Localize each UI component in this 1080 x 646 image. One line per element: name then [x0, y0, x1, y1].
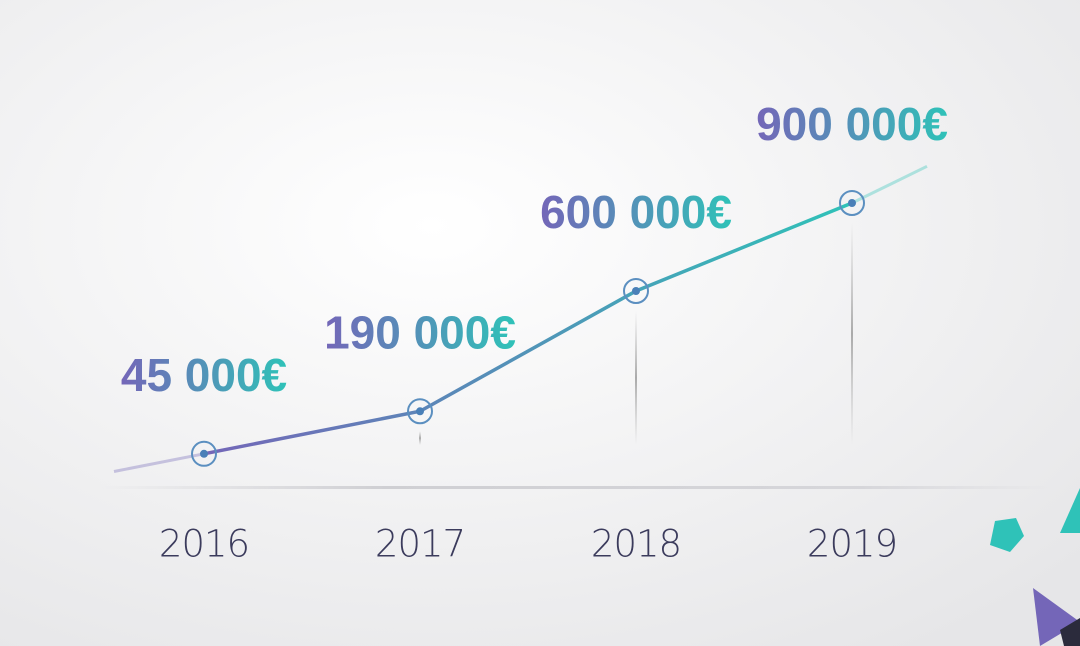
value-label: 900 000€ [756, 98, 948, 150]
point [632, 287, 640, 295]
point [416, 407, 424, 416]
x-tick-label: 2017 [375, 523, 465, 566]
point-ring [623, 278, 649, 304]
value-label: 190 000€ [324, 306, 516, 358]
point-ring [191, 440, 217, 467]
value-label: 45 000€ [121, 349, 287, 401]
x-tick-label: 2019 [807, 523, 897, 566]
line-tail [851, 164, 928, 205]
decor-triangle [1033, 588, 1080, 646]
x-tick-label: 2018 [591, 523, 681, 566]
x-tick-label: 2016 [159, 523, 249, 566]
decor-triangle [1060, 618, 1080, 646]
point-ring [839, 190, 865, 216]
value-label: 600 000€ [540, 186, 732, 238]
drop-line [419, 431, 421, 445]
line-lead [113, 452, 205, 473]
decor-triangle [1060, 488, 1080, 533]
line [203, 201, 853, 456]
drop-line [635, 311, 637, 445]
drop-line [851, 223, 853, 445]
point-ring [407, 398, 433, 425]
decor-hexagon [990, 518, 1024, 552]
baseline [100, 486, 1050, 489]
point [200, 449, 208, 458]
point [848, 199, 856, 207]
